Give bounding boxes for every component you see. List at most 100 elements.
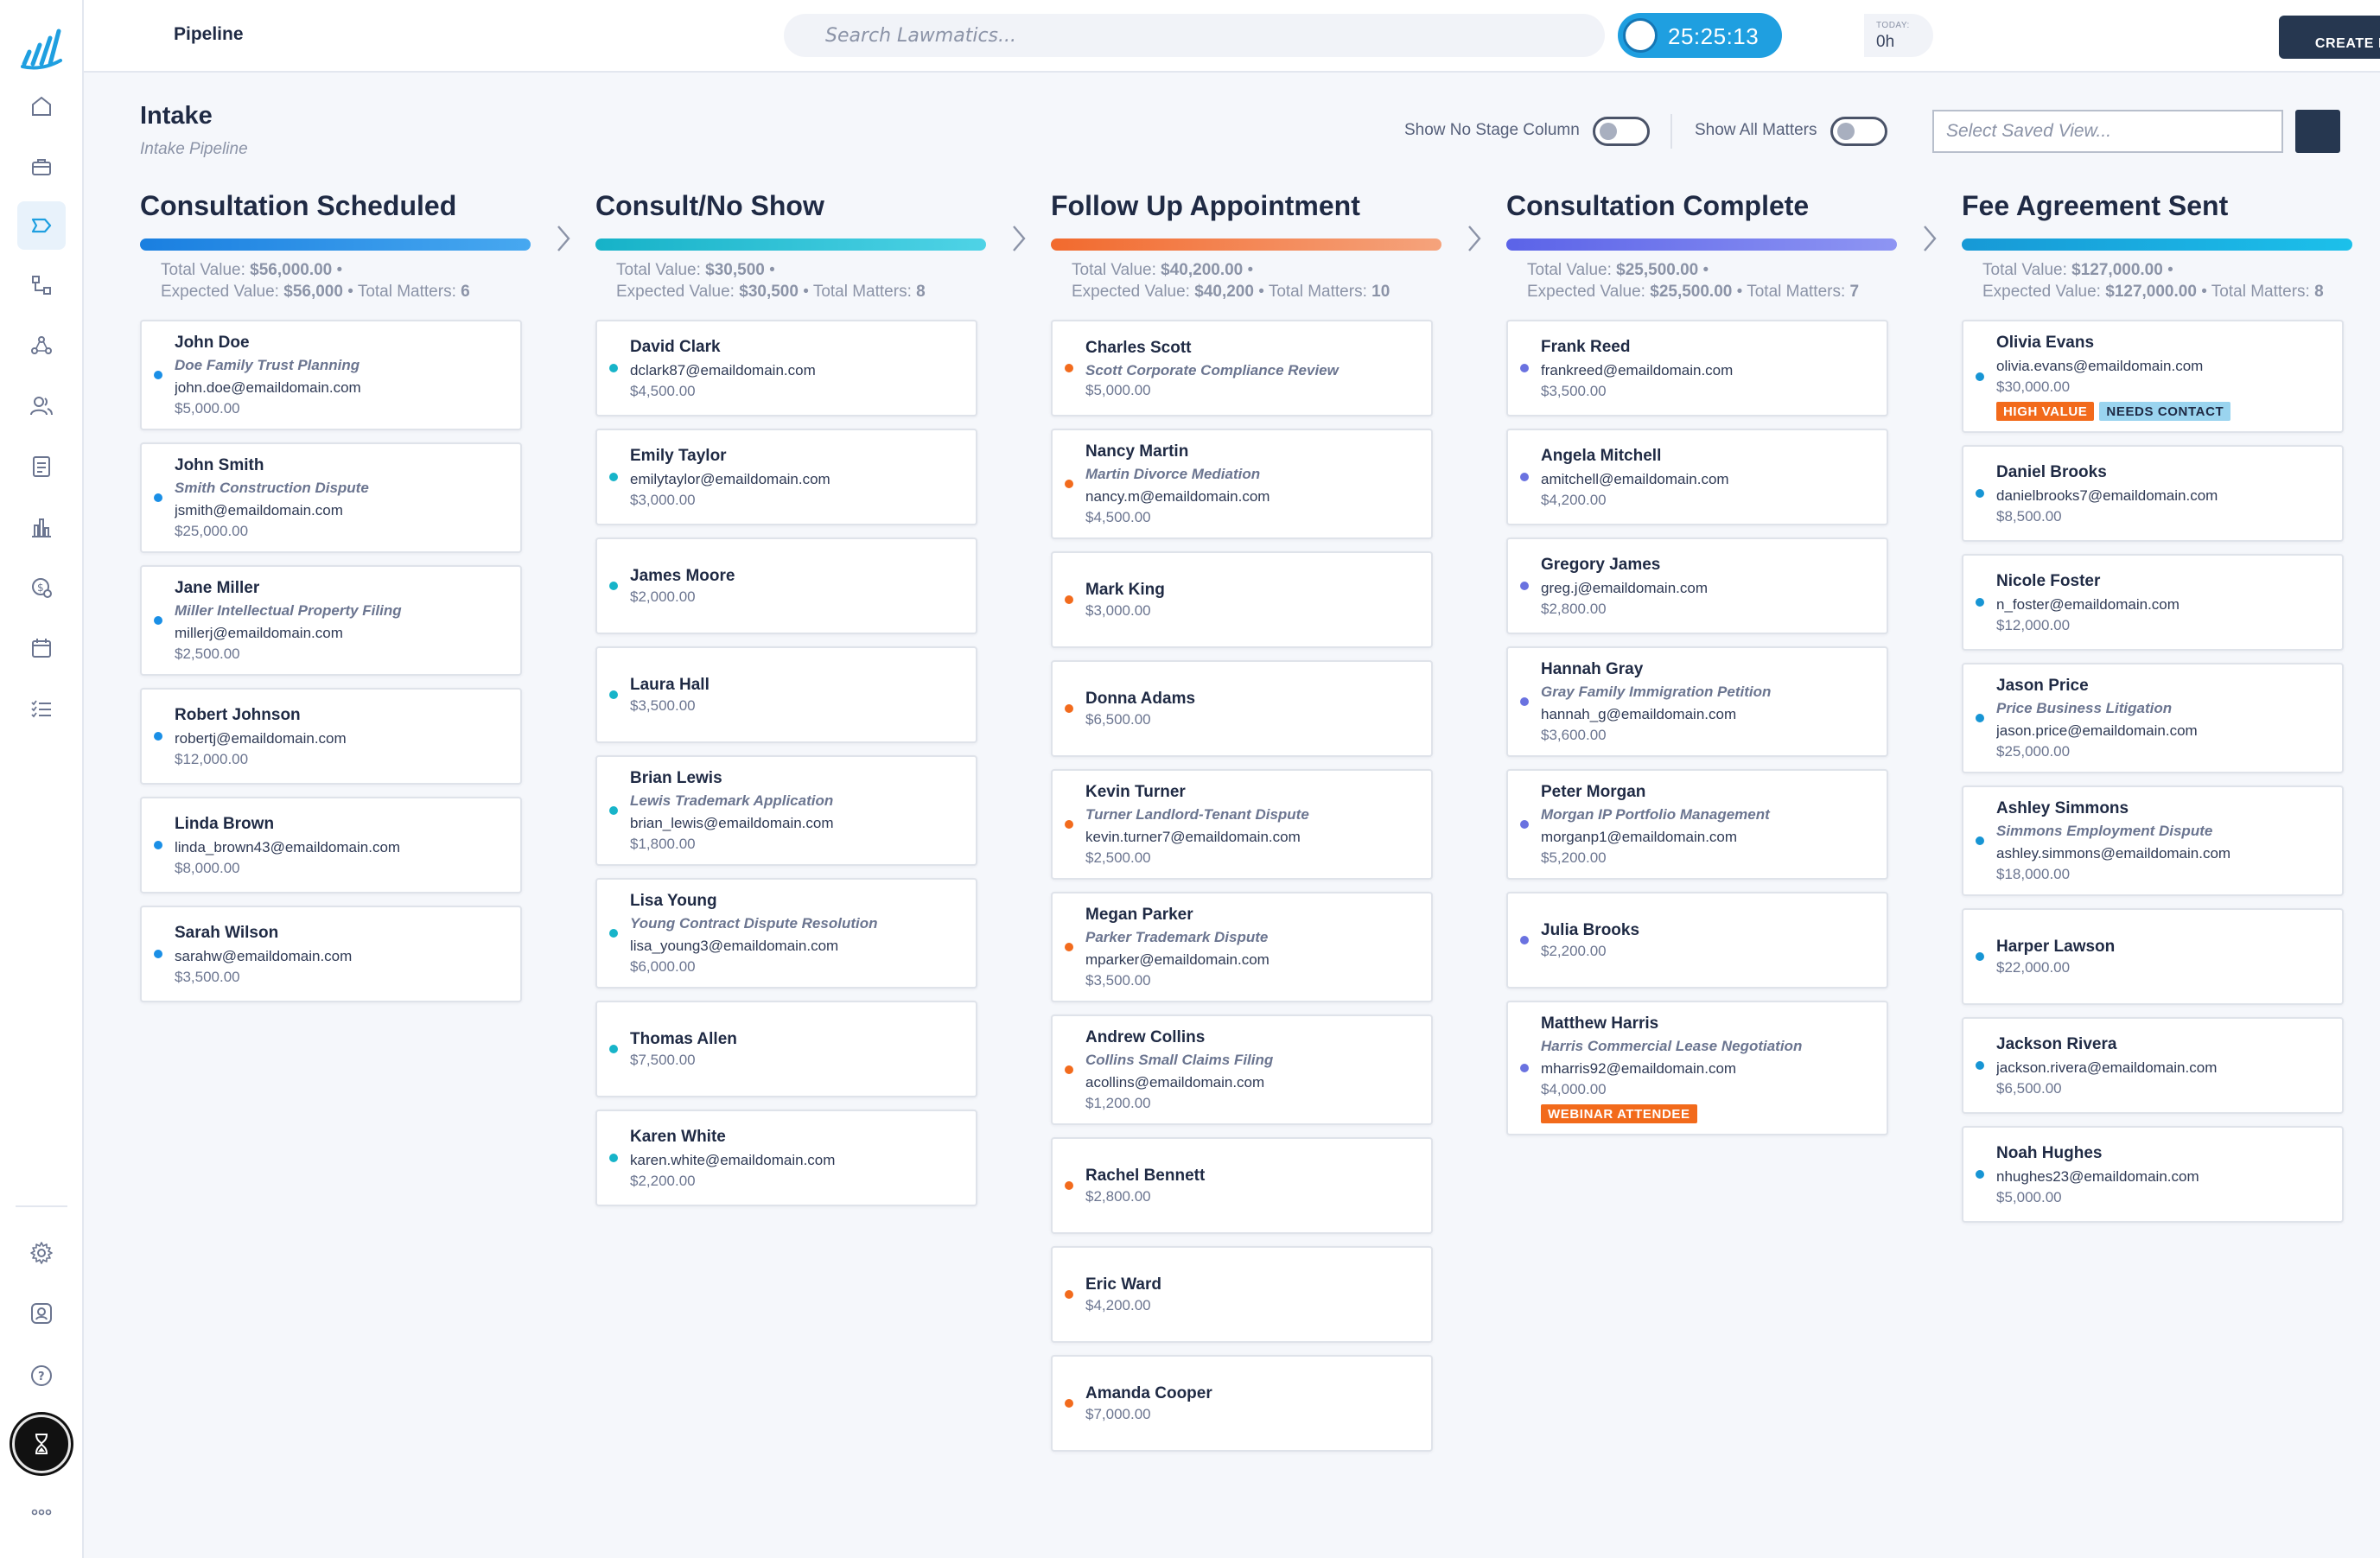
column-title[interactable]: Consultation Scheduled (140, 190, 457, 221)
contact-name[interactable]: John Doe (175, 334, 250, 352)
chat-icon[interactable] (24, 1296, 59, 1331)
matter-card[interactable]: Ashley Simmons Simmons Employment Dispute… (1962, 785, 2344, 896)
billing-icon[interactable]: $ (24, 570, 59, 605)
matter-card[interactable]: Amanda Cooper $7,000.00 (1051, 1355, 1433, 1452)
contact-name[interactable]: Nicole Foster (1996, 571, 2101, 590)
calendar-icon[interactable] (24, 631, 59, 665)
contact-name[interactable]: Rachel Bennett (1085, 1167, 1206, 1185)
contact-name[interactable]: Hannah Gray (1541, 660, 1644, 678)
matter-card[interactable]: Eric Ward $4,200.00 (1051, 1246, 1433, 1343)
contact-name[interactable]: Olivia Evans (1996, 334, 2095, 352)
matter-card[interactable]: Frank Reed frankreed@emaildomain.com $3,50… (1506, 320, 1888, 417)
help-icon[interactable]: ? (24, 1358, 59, 1393)
matter-card[interactable]: Nancy Martin Martin Divorce Mediation nanc… (1051, 429, 1433, 539)
contact-name[interactable]: Andrew Collins (1085, 1028, 1206, 1046)
matter-card[interactable]: Brian Lewis Lewis Trademark Application br… (595, 755, 977, 866)
matter-card[interactable]: Gregory James greg.j@emaildomain.com $2,80… (1506, 537, 1888, 634)
matter-card[interactable]: Karen White karen.white@emaildomain.com $2… (595, 1110, 977, 1206)
contact-name[interactable]: Jason Price (1996, 677, 2089, 695)
matter-card[interactable]: David Clark dclark87@emaildomain.com $4,50… (595, 320, 977, 417)
column-title[interactable]: Consult/No Show (595, 190, 824, 221)
show-no-stage-toggle[interactable] (1593, 117, 1650, 146)
briefcase-icon[interactable] (24, 149, 59, 184)
matter-card[interactable]: Hannah Gray Gray Family Immigration Petit… (1506, 646, 1888, 757)
matter-card[interactable]: Noah Hughes nhughes23@emaildomain.com $5,0… (1962, 1126, 2344, 1223)
matter-card[interactable]: Mark King $3,000.00 (1051, 551, 1433, 648)
contact-name[interactable]: Sarah Wilson (175, 923, 279, 942)
matter-card[interactable]: Harper Lawson $22,000.00 (1962, 908, 2344, 1005)
logo-icon[interactable] (19, 26, 64, 71)
contact-name[interactable]: James Moore (630, 567, 735, 585)
matter-card[interactable]: Jane Miller Miller Intellectual Property … (140, 565, 522, 676)
matter-card[interactable]: Rachel Bennett $2,800.00 (1051, 1137, 1433, 1234)
contact-name[interactable]: Gregory James (1541, 555, 1661, 574)
matter-card[interactable]: Charles Scott Scott Corporate Compliance … (1051, 320, 1433, 417)
column-title[interactable]: Fee Agreement Sent (1962, 190, 2229, 221)
matter-card[interactable]: Daniel Brooks danielbrooks7@emaildomain.c… (1962, 445, 2344, 542)
settings-icon[interactable] (24, 1236, 59, 1270)
matter-card[interactable]: Jackson Rivera jackson.rivera@emaildomain… (1962, 1017, 2344, 1114)
column-title[interactable]: Follow Up Appointment (1051, 190, 1360, 221)
matter-card[interactable]: Matthew Harris Harris Commercial Lease Ne… (1506, 1001, 1888, 1135)
network-icon[interactable] (24, 328, 59, 363)
matter-card[interactable]: Jason Price Price Business Litigation jaso… (1962, 663, 2344, 773)
contact-name[interactable]: Kevin Turner (1085, 783, 1186, 801)
contact-name[interactable]: Charles Scott (1085, 338, 1192, 357)
matter-card[interactable]: Julia Brooks $2,200.00 (1506, 892, 1888, 989)
matter-card[interactable]: Emily Taylor emilytaylor@emaildomain.com $… (595, 429, 977, 525)
contact-name[interactable]: John Smith (175, 456, 264, 474)
contact-name[interactable]: Emily Taylor (630, 446, 727, 465)
matter-card[interactable]: Robert Johnson robertj@emaildomain.com $12… (140, 688, 522, 785)
matter-card[interactable]: Thomas Allen $7,500.00 (595, 1001, 977, 1097)
contact-name[interactable]: David Clark (630, 337, 721, 356)
matter-card[interactable]: Nicole Foster n_foster@emaildomain.com $12… (1962, 554, 2344, 651)
document-icon[interactable] (24, 449, 59, 484)
contact-name[interactable]: Noah Hughes (1996, 1143, 2103, 1162)
more-icon[interactable] (24, 1495, 59, 1529)
contacts-icon[interactable] (24, 389, 59, 423)
matter-card[interactable]: Olivia Evans olivia.evans@emaildomain.com… (1962, 320, 2344, 433)
contact-name[interactable]: Nancy Martin (1085, 442, 1189, 461)
contact-name[interactable]: Julia Brooks (1541, 921, 1640, 939)
matter-card[interactable]: Kevin Turner Turner Landlord-Tenant Dispu… (1051, 769, 1433, 880)
matter-card[interactable]: John Doe Doe Family Trust Planning john.do… (140, 320, 522, 430)
show-all-matters-toggle[interactable] (1830, 117, 1887, 146)
contact-name[interactable]: Harper Lawson (1996, 938, 2116, 956)
matter-card[interactable]: John Smith Smith Construction Dispute jsmi… (140, 442, 522, 553)
contact-name[interactable]: Peter Morgan (1541, 783, 1646, 801)
contact-name[interactable]: Ashley Simmons (1996, 799, 2129, 817)
contact-name[interactable]: Matthew Harris (1541, 1014, 1659, 1033)
contact-name[interactable]: Angela Mitchell (1541, 446, 1662, 465)
matter-card[interactable]: Sarah Wilson sarahw@emaildomain.com $3,500… (140, 906, 522, 1002)
tasks-icon[interactable] (24, 691, 59, 726)
contact-name[interactable]: Daniel Brooks (1996, 462, 2107, 481)
hourglass-icon[interactable] (12, 1415, 71, 1473)
contact-name[interactable]: Jane Miller (175, 579, 260, 597)
view-options-button[interactable] (2295, 110, 2340, 153)
matter-card[interactable]: Linda Brown linda_brown43@emaildomain.com… (140, 797, 522, 893)
column-title[interactable]: Consultation Complete (1506, 190, 1810, 221)
pipeline-icon[interactable] (17, 201, 66, 250)
matter-card[interactable]: Andrew Collins Collins Small Claims Filin… (1051, 1014, 1433, 1125)
contact-name[interactable]: Thomas Allen (630, 1030, 737, 1048)
contact-name[interactable]: Laura Hall (630, 676, 710, 694)
matter-card[interactable]: Peter Morgan Morgan IP Portfolio Manageme… (1506, 769, 1888, 880)
contact-name[interactable]: Brian Lewis (630, 769, 722, 787)
create-new-button[interactable]: CREATE NEW (2279, 16, 2380, 59)
matter-card[interactable]: Laura Hall $3,500.00 (595, 646, 977, 743)
saved-view-select[interactable]: Select Saved View... (1932, 110, 2283, 153)
contact-name[interactable]: Karen White (630, 1127, 726, 1146)
contact-name[interactable]: Linda Brown (175, 814, 275, 833)
matter-card[interactable]: Lisa Young Young Contract Dispute Resolut… (595, 878, 977, 989)
matter-card[interactable]: James Moore $2,000.00 (595, 537, 977, 634)
contact-name[interactable]: Jackson Rivera (1996, 1034, 2117, 1053)
matter-card[interactable]: Angela Mitchell amitchell@emaildomain.com… (1506, 429, 1888, 525)
matter-card[interactable]: Donna Adams $6,500.00 (1051, 660, 1433, 757)
reports-icon[interactable] (24, 510, 59, 544)
search-input[interactable]: Search Lawmatics... (784, 14, 1605, 57)
contact-name[interactable]: Mark King (1085, 581, 1165, 599)
contact-name[interactable]: Robert Johnson (175, 705, 301, 724)
contact-name[interactable]: Eric Ward (1085, 1275, 1161, 1294)
contact-name[interactable]: Frank Reed (1541, 337, 1631, 356)
contact-name[interactable]: Megan Parker (1085, 906, 1193, 924)
